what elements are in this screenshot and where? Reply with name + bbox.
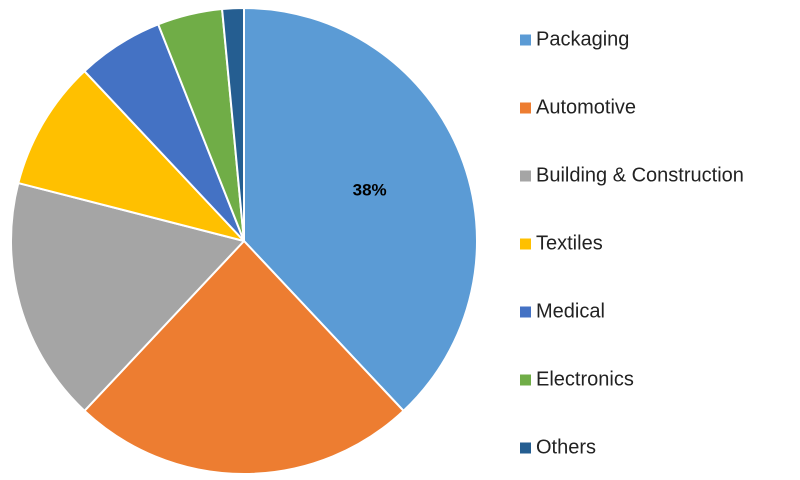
pie-slice-others <box>221 7 245 242</box>
legend-swatch-medical <box>520 306 531 318</box>
legend-item-packaging: Packaging <box>520 28 629 50</box>
pie-slices <box>10 7 478 475</box>
legend-swatch-building-and-construction <box>520 170 531 182</box>
slice-labels: 38% <box>353 181 387 200</box>
legend-item-electronics: Electronics <box>520 368 634 390</box>
legend-item-automotive: Automotive <box>520 96 636 118</box>
legend-item-others: Others <box>520 436 596 458</box>
pie-slice-automotive <box>83 240 405 475</box>
legend-swatch-packaging <box>520 34 531 46</box>
legend-label-medical: Medical <box>536 300 605 322</box>
legend-swatch-textiles <box>520 238 531 250</box>
legend-label-packaging: Packaging <box>536 28 629 50</box>
legend-item-medical: Medical <box>520 300 605 322</box>
legend-label-building-and-construction: Building & Construction <box>536 164 744 186</box>
pie-slice-building-and-construction <box>10 182 245 412</box>
legend-label-textiles: Textiles <box>536 232 603 254</box>
pie-slice-textiles <box>17 70 245 242</box>
legend-item-textiles: Textiles <box>520 232 603 254</box>
legend-swatch-automotive <box>520 102 531 114</box>
legend-item-building-and-construction: Building & Construction <box>520 164 744 186</box>
legend-swatch-electronics <box>520 374 531 386</box>
legend-swatch-others <box>520 442 531 454</box>
pie-slice-packaging <box>243 7 478 412</box>
legend: Packaging Automotive Building & Constructi… <box>520 28 744 458</box>
legend-label-others: Others <box>536 436 596 458</box>
data-label-packaging: 38% <box>353 181 387 200</box>
legend-label-automotive: Automotive <box>536 96 636 118</box>
legend-label-electronics: Electronics <box>536 368 634 390</box>
